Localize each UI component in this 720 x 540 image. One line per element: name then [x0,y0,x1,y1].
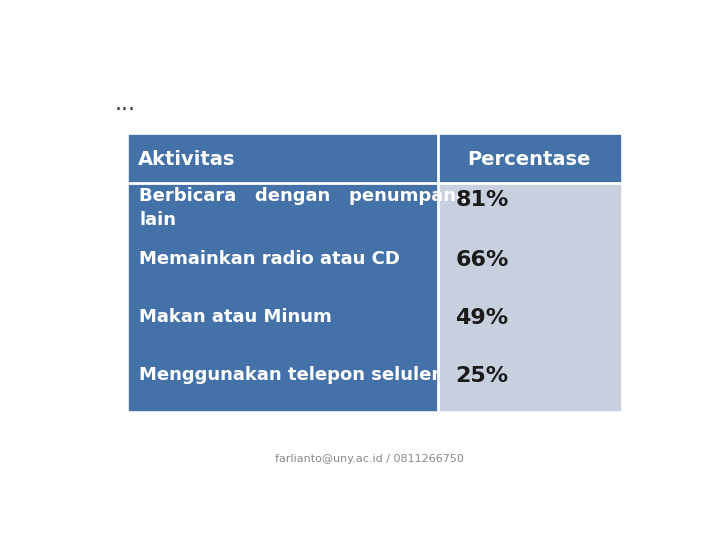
Text: Makan atau Minum: Makan atau Minum [139,308,332,326]
Text: Menggunakan telepon seluler: Menggunakan telepon seluler [139,366,441,384]
Text: 49%: 49% [455,308,508,328]
Text: Berbicara   dengan   penumpang
lain: Berbicara dengan penumpang lain [139,187,469,229]
Text: ...: ... [115,94,136,114]
Text: 66%: 66% [455,250,508,270]
Text: 25%: 25% [455,366,508,386]
Bar [129,183,438,410]
Text: Percentase: Percentase [467,150,591,169]
Text: farlianto@uny.ac.id / 0811266750: farlianto@uny.ac.id / 0811266750 [274,454,464,464]
Text: Memainkan radio atau CD: Memainkan radio atau CD [139,250,400,268]
Text: Aktivitas: Aktivitas [138,150,235,169]
Text: 81%: 81% [455,190,508,210]
Bar [129,136,620,183]
Bar [438,183,620,410]
